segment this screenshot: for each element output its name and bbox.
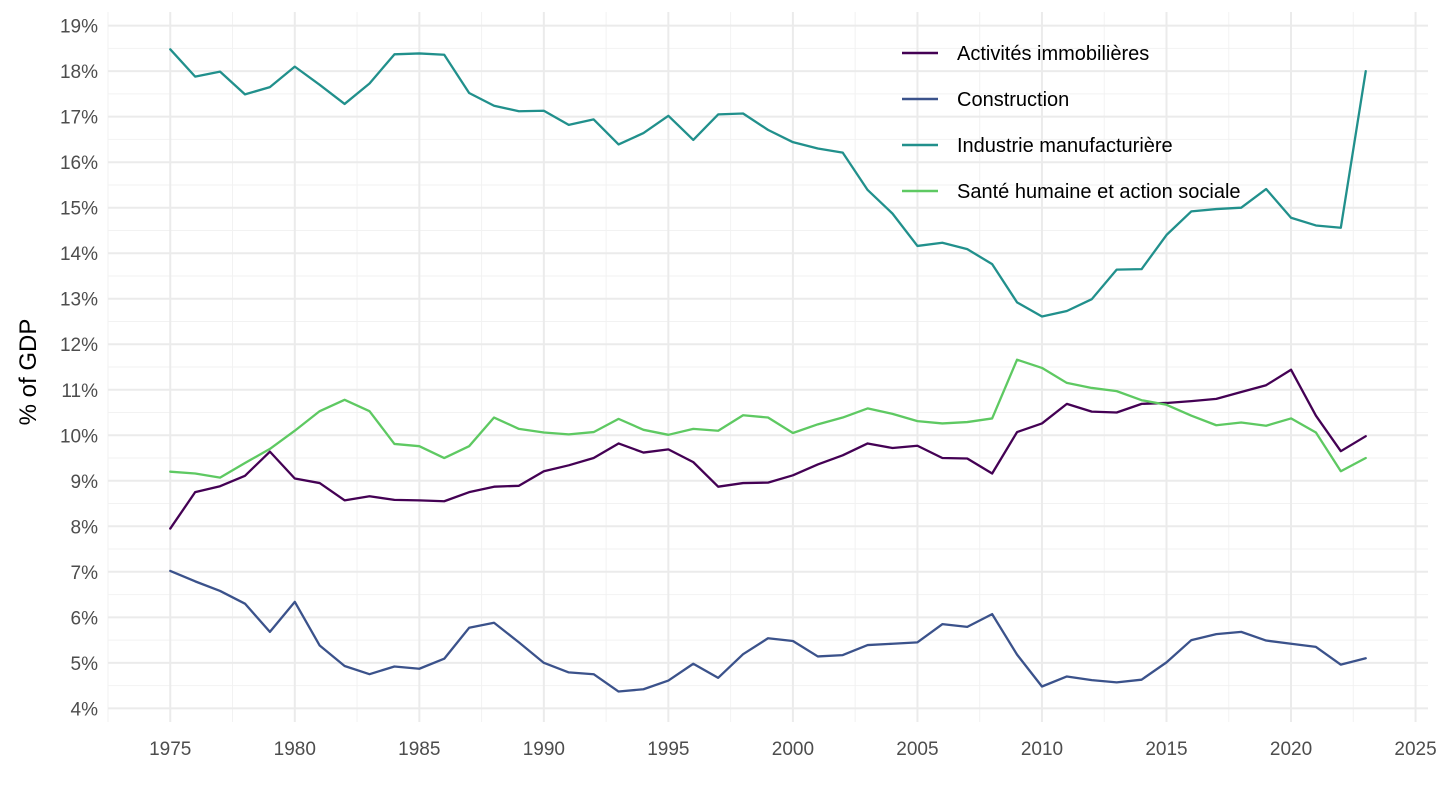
- y-tick-label: 13%: [60, 290, 98, 311]
- y-tick-label: 5%: [71, 654, 99, 675]
- legend-label: Construction: [957, 89, 1069, 111]
- y-tick-label: 15%: [60, 199, 98, 220]
- y-tick-label: 18%: [60, 62, 98, 83]
- x-tick-label: 1990: [523, 739, 565, 760]
- x-tick-label: 2025: [1394, 739, 1436, 760]
- series-line-3: [169, 48, 1367, 318]
- x-tick-label: 2020: [1270, 739, 1312, 760]
- major-gridlines-y: [108, 24, 1428, 710]
- y-tick-label: 16%: [60, 153, 98, 174]
- legend-label: Activités immobilières: [957, 43, 1149, 65]
- y-tick-label: 8%: [71, 517, 99, 538]
- y-tick-label: 19%: [60, 17, 98, 38]
- y-tick-label: 11%: [61, 381, 98, 402]
- y-axis-tick-labels: 4% 5% 6% 7% 8% 9% 10% 11% 12% 13% 14% 15% 16% 17% 18% 1…: [60, 17, 98, 721]
- x-tick-label: 1985: [398, 739, 440, 760]
- x-axis-tick-labels: 1975 1980 1985 1990 1995 2000 2005 2010 2015 2020…: [149, 739, 1437, 760]
- y-tick-label: 14%: [60, 244, 98, 265]
- legend: Activités immobilières Construction Indust…: [902, 43, 1241, 203]
- minor-gridlines-y: [108, 47, 1428, 687]
- legend-label: Industrie manufacturière: [957, 135, 1173, 157]
- x-tick-label: 2000: [772, 739, 814, 760]
- legend-label: Santé humaine et action sociale: [957, 181, 1241, 203]
- legend-item: Santé humaine et action sociale: [902, 181, 1241, 203]
- x-tick-label: 2010: [1021, 739, 1063, 760]
- y-tick-label: 12%: [60, 335, 98, 356]
- series-line-4: [169, 358, 1367, 479]
- y-tick-label: 6%: [71, 608, 99, 629]
- y-tick-label: 7%: [71, 563, 99, 584]
- series-line-1: [169, 368, 1367, 530]
- legend-item: Industrie manufacturière: [902, 135, 1173, 157]
- x-tick-label: 1995: [647, 739, 689, 760]
- series-line-2: [169, 569, 1367, 693]
- x-tick-label: 2015: [1145, 739, 1187, 760]
- y-tick-label: 17%: [60, 108, 98, 129]
- y-axis-title: % of GDP: [15, 319, 42, 426]
- y-tick-label: 9%: [71, 472, 99, 493]
- x-tick-label: 1975: [149, 739, 191, 760]
- legend-item: Activités immobilières: [902, 43, 1149, 65]
- series-lines: [169, 48, 1367, 693]
- y-tick-label: 10%: [60, 426, 98, 447]
- x-tick-label: 2005: [896, 739, 938, 760]
- x-tick-label: 1980: [274, 739, 316, 760]
- y-tick-label: 4%: [71, 699, 99, 720]
- legend-item: Construction: [902, 89, 1069, 111]
